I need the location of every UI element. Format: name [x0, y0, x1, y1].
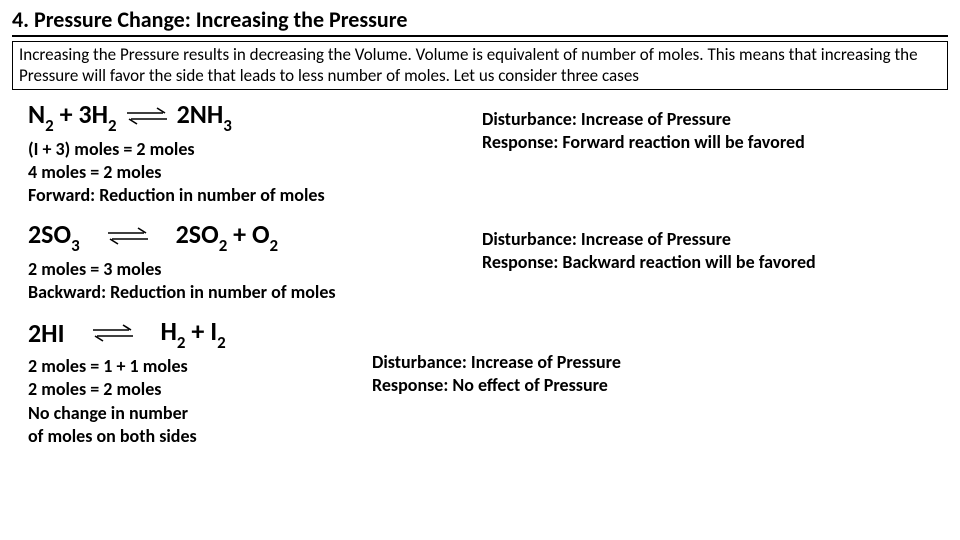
- equilibrium-arrow-icon: [125, 105, 169, 127]
- note-line: 2 moles = 2 moles: [28, 378, 332, 401]
- equation-2: 2SO3 2SO2 + O2: [28, 218, 442, 254]
- case-3: 2HI H2 + I2 2 moles = 1 + 1 moles 2 mole…: [12, 315, 948, 449]
- note-line: Backward: Reduction in number of moles: [28, 281, 442, 304]
- note-line: 2 moles = 1 + 1 moles: [28, 355, 332, 378]
- equilibrium-arrow-icon: [106, 225, 150, 247]
- case-1-notes: (I + 3) moles = 2 moles 4 moles = 2 mole…: [28, 138, 442, 208]
- case-1-response: Response: Forward reaction will be favor…: [482, 131, 948, 154]
- eq3-lhs: 2HI: [28, 317, 65, 349]
- note-line: 4 moles = 2 moles: [28, 161, 442, 184]
- note-line: (I + 3) moles = 2 moles: [28, 138, 442, 161]
- eq2-lhs: 2SO3: [28, 218, 80, 254]
- case-2-notes: 2 moles = 3 moles Backward: Reduction in…: [28, 258, 442, 305]
- equilibrium-arrow-icon: [91, 322, 135, 344]
- case-2-disturbance: Disturbance: Increase of Pressure: [482, 228, 948, 251]
- eq2-rhs: 2SO2 + O2: [176, 218, 278, 254]
- case-1-left: N2 + 3H2 2NH3 (I + 3) moles = 2 moles 4 …: [12, 98, 442, 208]
- case-2-left: 2SO3 2SO2 + O2 2 moles = 3 moles Backwar…: [12, 218, 442, 305]
- note-line: No change in number: [28, 402, 332, 425]
- case-1: N2 + 3H2 2NH3 (I + 3) moles = 2 moles 4 …: [12, 98, 948, 208]
- case-1-right: Disturbance: Increase of Pressure Respon…: [442, 98, 948, 208]
- case-3-right: Disturbance: Increase of Pressure Respon…: [332, 315, 948, 449]
- case-3-response: Response: No effect of Pressure: [372, 374, 948, 397]
- case-1-disturbance: Disturbance: Increase of Pressure: [482, 108, 948, 131]
- note-line: Forward: Reduction in number of moles: [28, 184, 442, 207]
- eq3-rhs: H2 + I2: [161, 315, 226, 351]
- case-3-disturbance: Disturbance: Increase of Pressure: [372, 351, 948, 374]
- equation-3: 2HI H2 + I2: [28, 315, 332, 351]
- equation-1: N2 + 3H2 2NH3: [28, 98, 442, 134]
- case-2-right: Disturbance: Increase of Pressure Respon…: [442, 218, 948, 305]
- case-3-notes: 2 moles = 1 + 1 moles 2 moles = 2 moles …: [28, 355, 332, 449]
- eq1-rhs: 2NH3: [177, 98, 232, 134]
- intro-box: Increasing the Pressure results in decre…: [12, 41, 948, 90]
- case-2-response: Response: Backward reaction will be favo…: [482, 251, 948, 274]
- page-title: 4. Pressure Change: Increasing the Press…: [12, 6, 948, 37]
- note-line: 2 moles = 3 moles: [28, 258, 442, 281]
- case-3-left: 2HI H2 + I2 2 moles = 1 + 1 moles 2 mole…: [12, 315, 332, 449]
- case-2: 2SO3 2SO2 + O2 2 moles = 3 moles Backwar…: [12, 218, 948, 305]
- note-line: of moles on both sides: [28, 425, 332, 448]
- eq1-lhs: N2 + 3H2: [28, 98, 117, 134]
